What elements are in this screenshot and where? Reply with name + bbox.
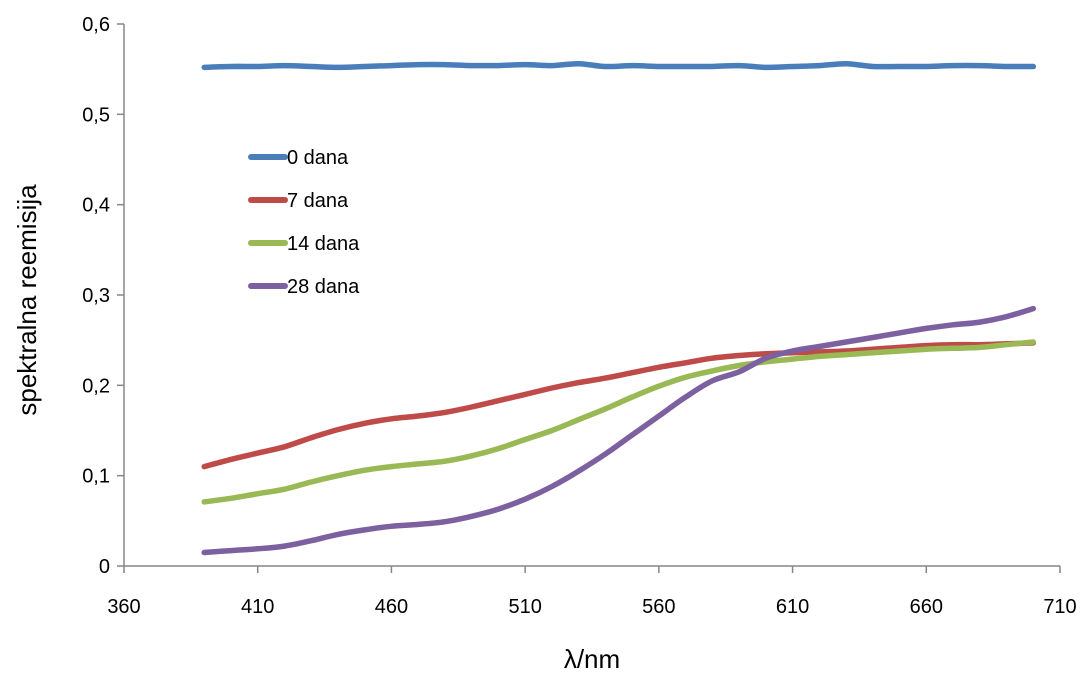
y-tick-label: 0,2 bbox=[82, 375, 110, 397]
series-layer bbox=[201, 60, 1037, 556]
series-line-2 bbox=[201, 340, 1037, 470]
x-tick-label: 710 bbox=[1043, 596, 1076, 618]
y-axis-title: spektralna reemisija bbox=[12, 184, 42, 416]
y-tick-label: 0,6 bbox=[82, 14, 110, 36]
x-tick-label: 410 bbox=[241, 596, 274, 618]
y-tick-label: 0 bbox=[99, 556, 110, 578]
x-axis-title: λ/nm bbox=[564, 644, 620, 674]
axes: 0 0,1 0,2 0,3 0,4 0,5 0,6 360 410 460 510 560 610 660… bbox=[82, 14, 1077, 618]
legend-label: 7 dana bbox=[287, 190, 349, 212]
x-tick-label: 460 bbox=[375, 596, 408, 618]
legend: 0 dana 7 dana 14 dana 28 dana bbox=[248, 147, 360, 298]
legend-label: 0 dana bbox=[287, 147, 349, 169]
series-line-1 bbox=[201, 60, 1037, 71]
x-tick-label: 660 bbox=[910, 596, 943, 618]
y-tick-label: 0,1 bbox=[82, 466, 110, 488]
legend-label: 14 dana bbox=[287, 233, 360, 255]
legend-label: 28 dana bbox=[287, 276, 360, 298]
x-tick-label: 510 bbox=[508, 596, 541, 618]
x-tick-label: 560 bbox=[642, 596, 675, 618]
x-tick-label: 610 bbox=[776, 596, 809, 618]
y-tick-label: 0,5 bbox=[82, 104, 110, 126]
series-line-4 bbox=[201, 305, 1037, 556]
y-tick-label: 0,3 bbox=[82, 285, 110, 307]
y-tick-label: 0,4 bbox=[82, 195, 110, 217]
series-line-3 bbox=[201, 339, 1037, 505]
x-tick-label: 360 bbox=[107, 596, 140, 618]
